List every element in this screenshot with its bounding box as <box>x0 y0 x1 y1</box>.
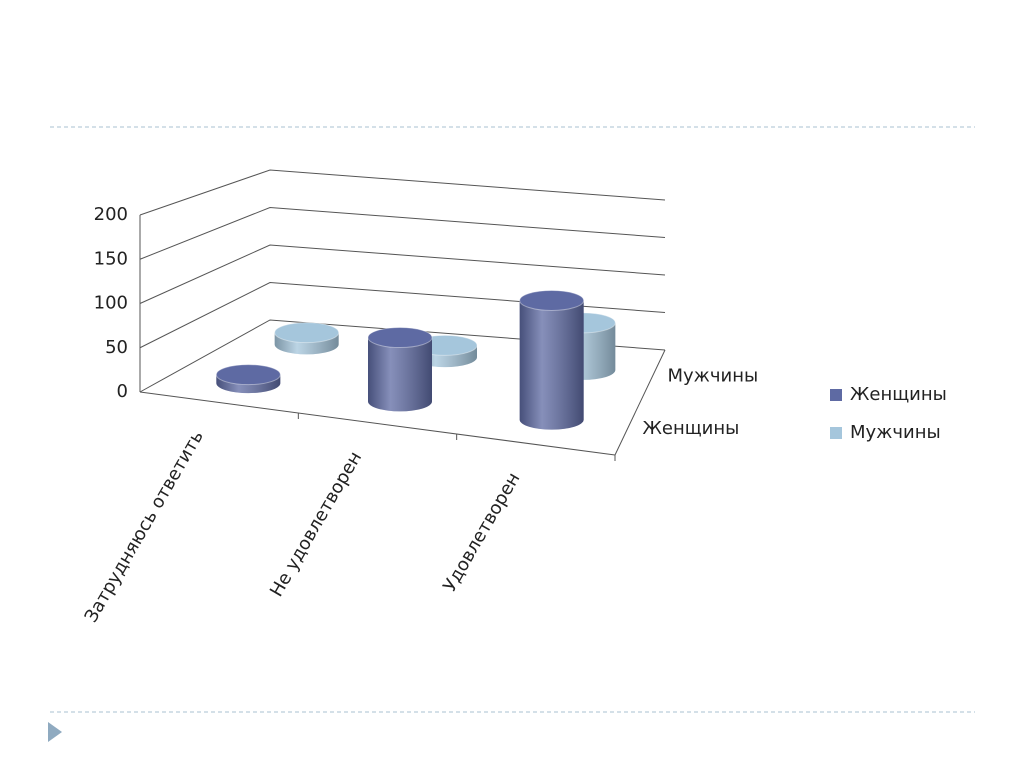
x-tick-label: Не удовлетворен <box>266 448 366 601</box>
cylinder-top <box>215 364 281 386</box>
cylinder-top <box>274 322 340 344</box>
y-tick-label: 200 <box>94 204 128 225</box>
grid-line <box>139 244 666 304</box>
grid-line <box>139 169 666 216</box>
y-tick-label: 150 <box>94 248 128 269</box>
y-tick-label: 50 <box>105 337 128 358</box>
chart: 0 50 100 150 200 Затрудняюсь ответить Не удовл… <box>81 169 947 626</box>
cylinder-top <box>367 327 433 349</box>
depth-axis-label: Мужчины <box>668 365 759 386</box>
x-tick-label: Затрудняюсь ответить <box>81 427 208 626</box>
grid-line <box>139 206 666 260</box>
side-wall <box>614 349 666 456</box>
legend-swatch <box>830 389 842 401</box>
cylinder-shade <box>368 337 432 412</box>
bullet-icon <box>48 722 62 742</box>
cylinder-shade <box>519 300 584 430</box>
y-tick-label: 0 <box>117 381 128 402</box>
x-tick-label: Удовлетворен <box>439 469 524 596</box>
cylinder-top <box>519 289 585 311</box>
depth-axis-label: Женщины <box>643 418 740 439</box>
legend-swatch <box>830 427 842 439</box>
legend-label: Женщины <box>850 384 947 405</box>
axis-line <box>139 391 616 456</box>
y-tick-label: 100 <box>94 293 128 314</box>
legend-label: Мужчины <box>850 422 941 443</box>
